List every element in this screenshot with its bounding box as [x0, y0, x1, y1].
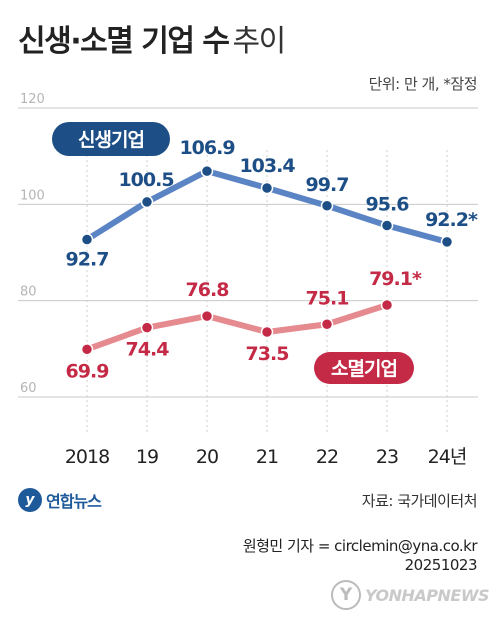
- data-label: 92.7: [66, 248, 109, 270]
- credit-line: 원형민 기자 = circlemin@yna.co.kr: [242, 537, 478, 555]
- agency-logo: Y YONHAPNEWS: [331, 580, 490, 610]
- data-label: 95.6: [366, 194, 410, 216]
- data-point: [320, 318, 334, 331]
- x-tick-label: 21: [256, 446, 278, 468]
- x-tick-label: 24년: [428, 446, 467, 468]
- data-point: [260, 325, 274, 339]
- data-point: [140, 321, 154, 334]
- data-label: 100.5: [118, 169, 173, 191]
- data-point: [380, 219, 394, 232]
- x-tick-label: 20: [196, 446, 218, 468]
- series-line: [84, 302, 390, 353]
- data-point: [260, 181, 274, 195]
- agency-text: YONHAPNEWS: [365, 585, 490, 605]
- yonhap-logo-icon: y: [18, 488, 42, 512]
- source-note: 자료: 국가데이터처: [361, 492, 478, 510]
- credit: 원형민 기자 = circlemin@yna.co.kr 20251023: [242, 537, 478, 575]
- data-point: [320, 199, 334, 213]
- x-tick-label: 19: [136, 446, 158, 468]
- data-label: 106.9: [179, 137, 234, 159]
- data-point: [80, 343, 94, 356]
- series-badge-label: 소멸기업: [331, 358, 397, 380]
- data-point: [80, 233, 94, 246]
- title-main: 신생·소멸 기업 수: [18, 24, 230, 59]
- credit-date: 20251023: [404, 556, 478, 574]
- chart-title: 신생·소멸 기업 수 추이: [18, 16, 287, 60]
- y-tick-label: 80: [20, 285, 37, 300]
- data-point: [200, 164, 214, 178]
- x-tick-label: 2018: [65, 446, 109, 468]
- title-suffix: 추이: [232, 24, 287, 59]
- data-label: 99.7: [306, 174, 349, 196]
- unit-note: 단위: 만 개, *잠정: [368, 75, 478, 93]
- y-tick-label: 100: [20, 188, 45, 203]
- data-label: 69.9: [66, 360, 109, 382]
- data-label: 75.1: [306, 287, 349, 309]
- series-badge-label: 신생기업: [78, 129, 144, 151]
- yonhap-agency-logo-icon: Y: [331, 580, 361, 610]
- series-badge: [52, 122, 170, 156]
- data-label: 73.5: [246, 343, 289, 365]
- series-badge: [314, 352, 414, 384]
- y-tick-label: 120: [20, 92, 45, 107]
- data-label: 74.4: [126, 339, 170, 361]
- data-point: [200, 309, 214, 323]
- logo-text: 연합뉴스: [46, 492, 102, 511]
- data-label: 103.4: [239, 155, 295, 177]
- data-point: [380, 298, 394, 312]
- data-point: [140, 195, 154, 209]
- data-label: 76.8: [186, 279, 230, 301]
- data-point: [440, 235, 454, 249]
- y-tick-label: 60: [20, 381, 37, 396]
- data-label: 79.1*: [369, 268, 422, 290]
- x-tick-label: 23: [376, 446, 398, 468]
- x-tick-label: 22: [316, 446, 338, 468]
- data-label: 92.2*: [425, 209, 478, 231]
- yonhap-logo: y 연합뉴스: [18, 488, 102, 512]
